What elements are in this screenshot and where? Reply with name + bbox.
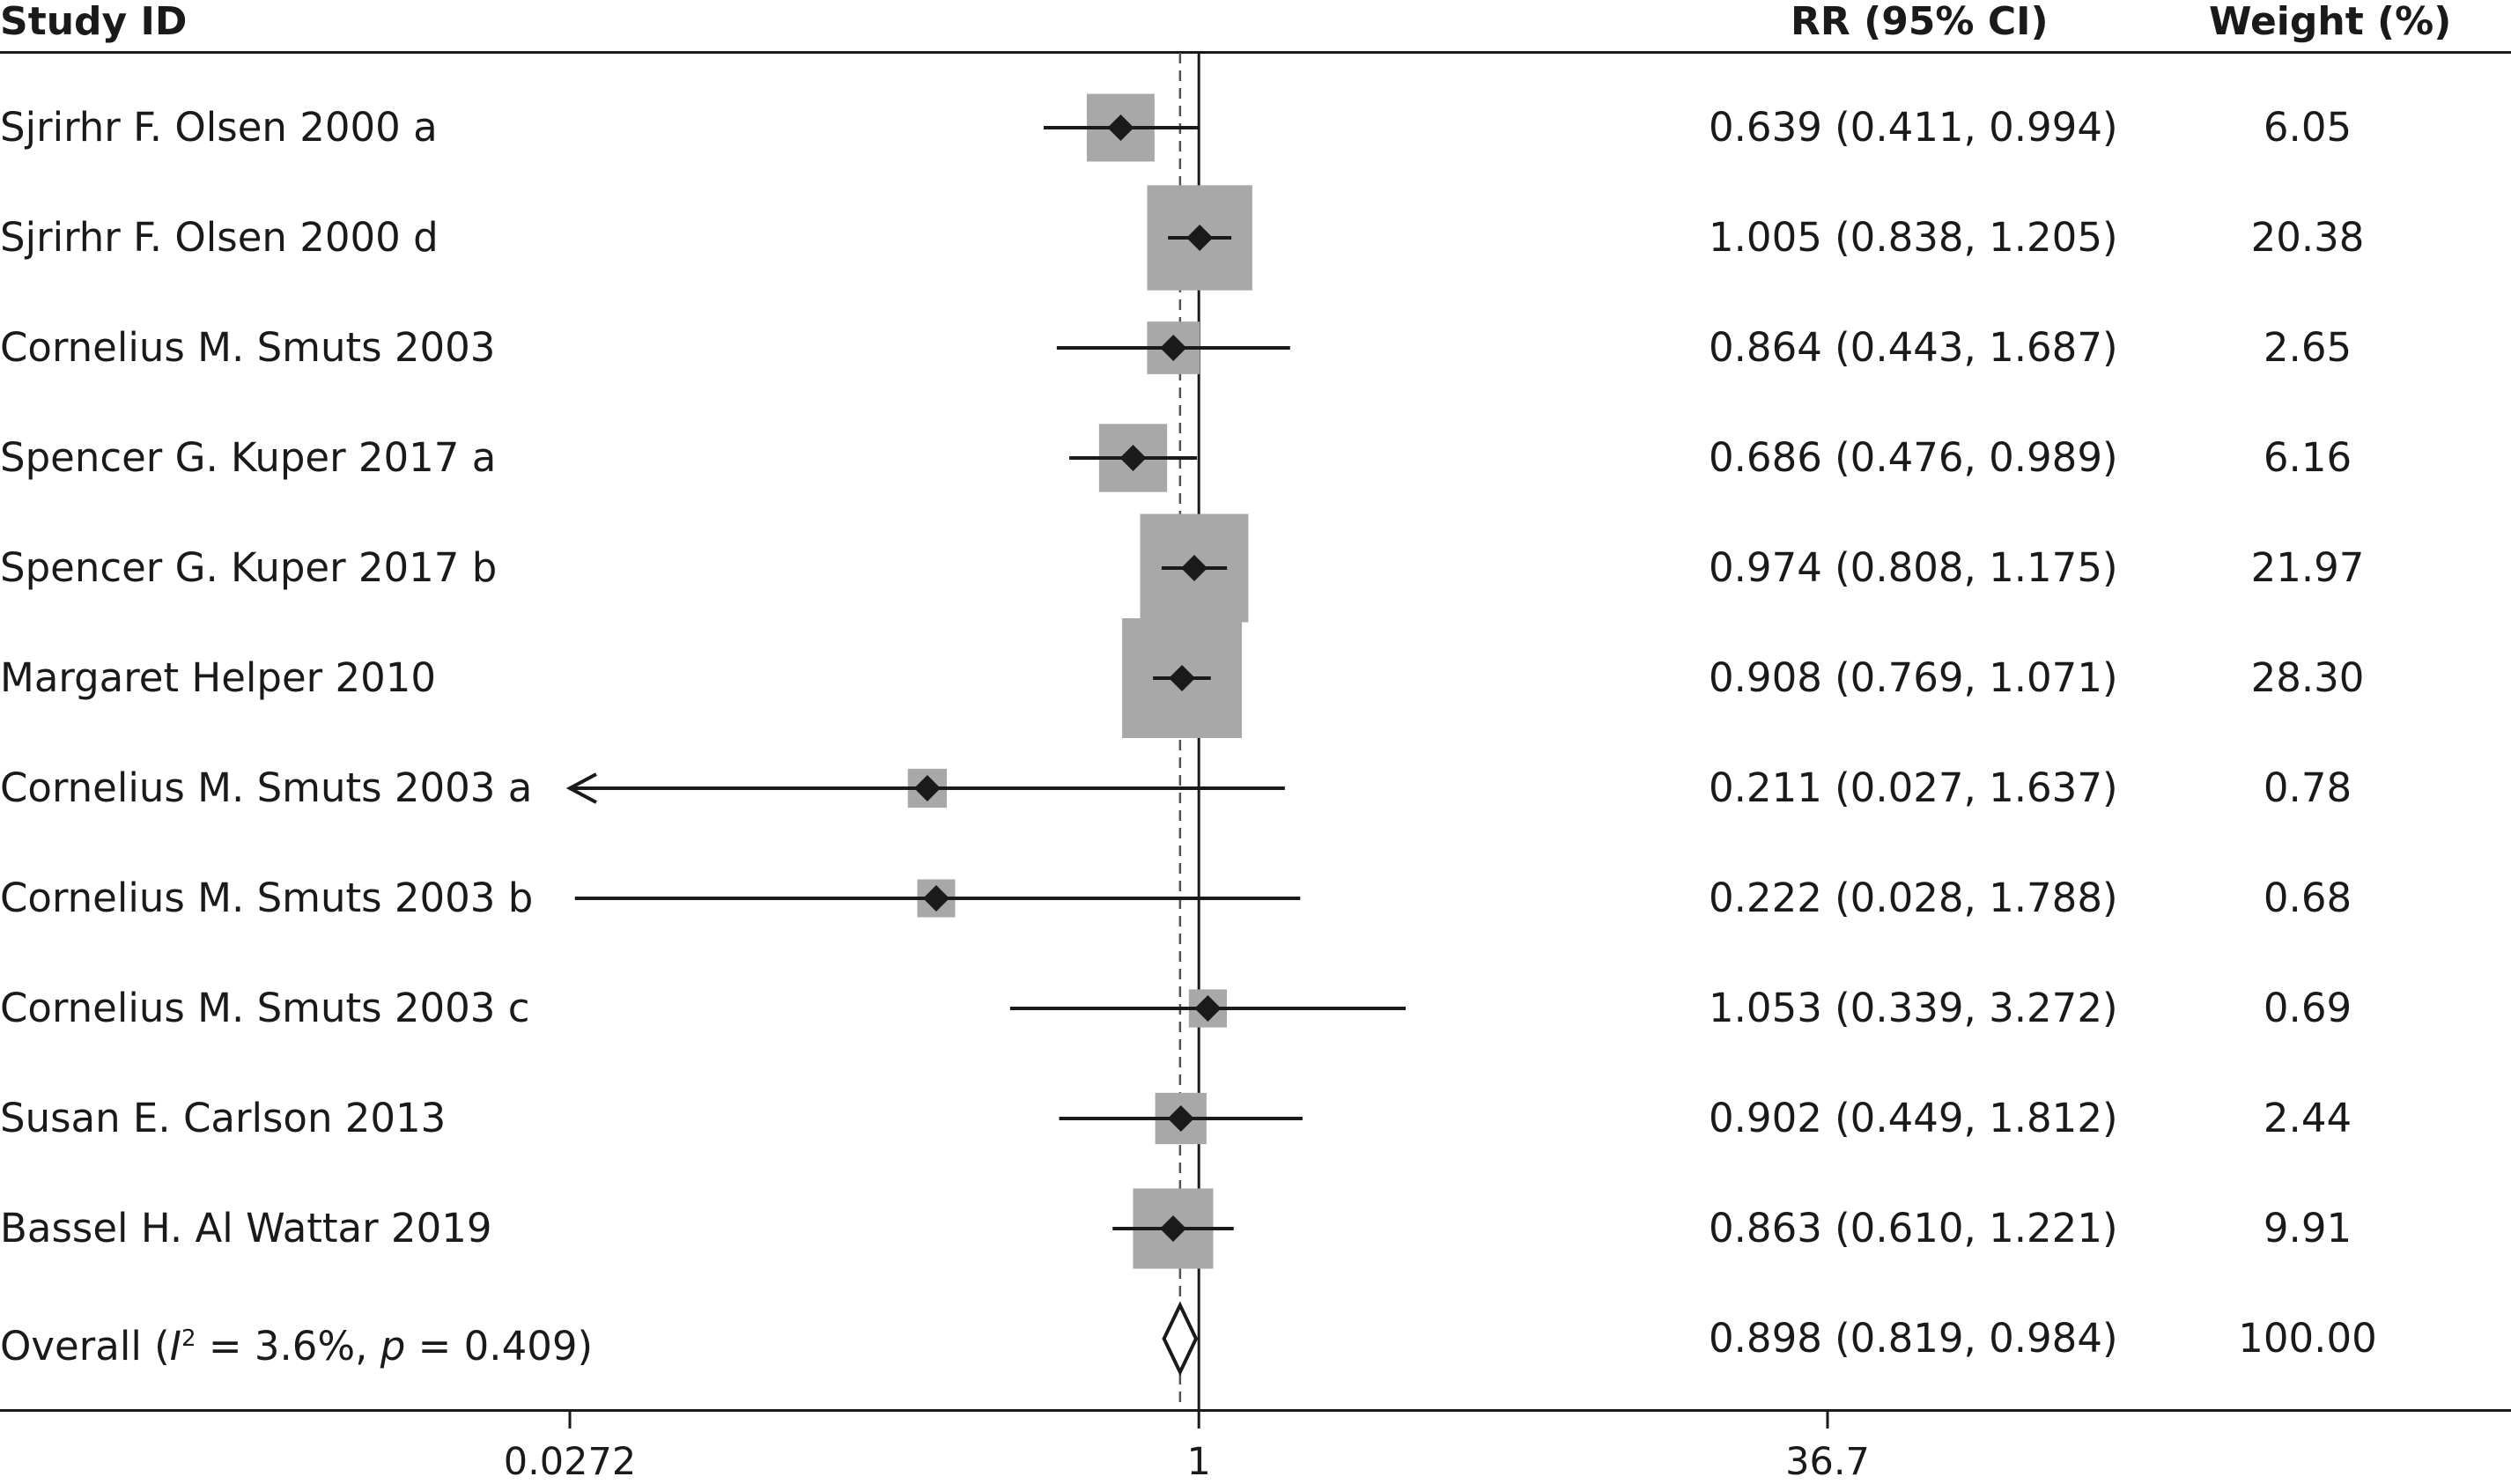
column-header-rr-ci: RR (95% CI) <box>1791 0 2049 44</box>
weight-value: 100.00 <box>2238 1315 2377 1362</box>
x-tick-label: 0.0272 <box>503 1440 637 1484</box>
overall-label-part: 2 <box>181 1325 196 1352</box>
study-name: Bassel H. Al Wattar 2019 <box>0 1205 492 1251</box>
overall-label: Overall (I2 = 3.6%, p = 0.409) <box>0 1313 593 1372</box>
point-estimate-marker <box>1119 445 1147 471</box>
study-name: Sjrirhr F. Olsen 2000 a <box>0 104 438 151</box>
weight-value: 20.38 <box>2250 214 2365 261</box>
study-name: Susan E. Carlson 2013 <box>0 1095 447 1141</box>
table-row: Spencer G. Kuper 2017 a 0.686 (0.476, 0.9… <box>0 418 2511 498</box>
rr-ci-value: 0.639 (0.411, 0.994) <box>1709 104 2118 151</box>
column-header-study-id: Study ID <box>0 0 188 44</box>
rr-ci-value: 0.902 (0.449, 1.812) <box>1709 1095 2118 1141</box>
table-row: Cornelius M. Smuts 2003 a 0.211 (0.027, 1… <box>0 749 2511 828</box>
point-estimate-marker <box>1167 1105 1194 1132</box>
study-name: Cornelius M. Smuts 2003 a <box>0 764 533 811</box>
rr-ci-value: 1.053 (0.339, 3.272) <box>1709 985 2118 1031</box>
table-row: Cornelius M. Smuts 2003 b 0.222 (0.028, 1… <box>0 859 2511 938</box>
column-header-weight: Weight (%) <box>2209 0 2452 44</box>
overall-label-part: Overall ( <box>0 1323 170 1370</box>
rr-ci-value: 0.222 (0.028, 1.788) <box>1709 875 2118 921</box>
weight-value: 6.05 <box>2263 104 2352 151</box>
table-row: Bassel H. Al Wattar 2019 0.863 (0.610, 1.… <box>0 1189 2511 1268</box>
weight-value: 6.16 <box>2263 434 2352 481</box>
weight-value: 9.91 <box>2263 1205 2352 1251</box>
weight-value: 2.44 <box>2263 1095 2352 1141</box>
table-row: Cornelius M. Smuts 2003 c 1.053 (0.339, 3… <box>0 969 2511 1048</box>
point-estimate-marker <box>1159 1215 1186 1242</box>
table-row: Spencer G. Kuper 2017 b 0.974 (0.808, 1.1… <box>0 528 2511 608</box>
axis-rule <box>0 1409 2511 1412</box>
study-name: Spencer G. Kuper 2017 a <box>0 434 497 481</box>
rr-ci-value: 0.974 (0.808, 1.175) <box>1709 544 2118 591</box>
study-name: Cornelius M. Smuts 2003 c <box>0 985 530 1031</box>
point-estimate-marker <box>1169 665 1196 691</box>
rr-ci-value: 0.864 (0.443, 1.687) <box>1709 324 2118 371</box>
point-estimate-marker <box>1194 995 1222 1022</box>
point-estimate-marker <box>1160 335 1187 361</box>
overall-diamond <box>1162 1301 1199 1377</box>
study-name: Sjrirhr F. Olsen 2000 d <box>0 214 439 261</box>
study-name: Cornelius M. Smuts 2003 <box>0 324 496 371</box>
table-row: Margaret Helper 2010 0.908 (0.769, 1.071)… <box>0 639 2511 718</box>
study-name: Margaret Helper 2010 <box>0 654 436 701</box>
overall-label-part: I <box>169 1323 181 1370</box>
point-estimate-marker <box>913 775 941 801</box>
point-estimate-marker <box>1180 555 1207 581</box>
weight-value: 2.65 <box>2263 324 2352 371</box>
rr-ci-value: 0.898 (0.819, 0.984) <box>1709 1315 2118 1362</box>
point-estimate-marker <box>1186 225 1214 251</box>
rr-ci-value: 0.863 (0.610, 1.221) <box>1709 1205 2118 1251</box>
point-estimate-marker <box>1107 114 1134 141</box>
rr-ci-value: 0.686 (0.476, 0.989) <box>1709 434 2118 481</box>
overall-row: Overall (I2 = 3.6%, p = 0.409) 0.898 (0.8… <box>0 1299 2511 1378</box>
overall-label-part: = 3.6%, <box>196 1323 380 1370</box>
rr-ci-value: 0.211 (0.027, 1.637) <box>1709 764 2118 811</box>
table-row: Susan E. Carlson 2013 0.902 (0.449, 1.812… <box>0 1079 2511 1158</box>
study-name: Cornelius M. Smuts 2003 b <box>0 875 534 921</box>
weight-value: 21.97 <box>2250 544 2365 591</box>
table-row: Sjrirhr F. Olsen 2000 d 1.005 (0.838, 1.2… <box>0 198 2511 277</box>
rr-ci-value: 1.005 (0.838, 1.205) <box>1709 214 2118 261</box>
header-rule <box>0 51 2511 54</box>
overall-label-part: = 0.409) <box>405 1323 594 1370</box>
x-tick-label: 36.7 <box>1785 1440 1870 1484</box>
weight-value: 0.69 <box>2263 985 2352 1031</box>
point-estimate-marker <box>922 885 949 912</box>
table-row: Cornelius M. Smuts 2003 0.864 (0.443, 1.6… <box>0 308 2511 388</box>
weight-value: 0.68 <box>2263 875 2352 921</box>
x-tick-label: 1 <box>1186 1440 1211 1484</box>
weight-value: 0.78 <box>2263 764 2352 811</box>
overall-label-part: p <box>380 1323 406 1370</box>
study-name: Spencer G. Kuper 2017 b <box>0 544 498 591</box>
table-row: Sjrirhr F. Olsen 2000 a 0.639 (0.411, 0.9… <box>0 88 2511 167</box>
weight-value: 28.30 <box>2250 654 2365 701</box>
rr-ci-value: 0.908 (0.769, 1.071) <box>1709 654 2118 701</box>
